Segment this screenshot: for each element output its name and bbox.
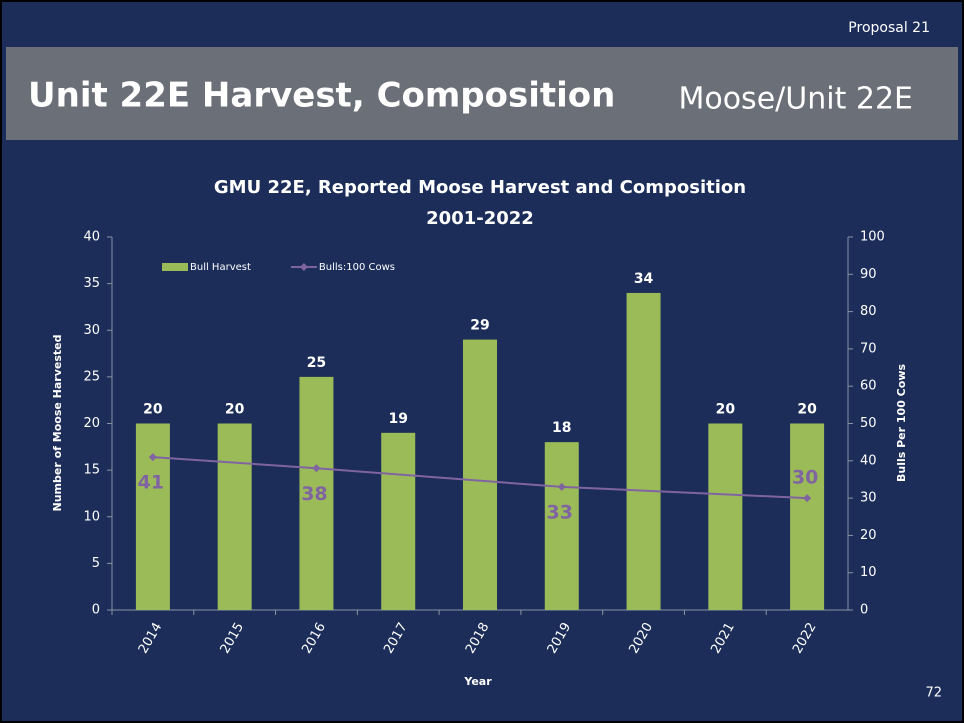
y2-tick-label: 20 [860,528,877,543]
bar-label: 19 [388,411,407,427]
y-tick-label: 15 [83,463,100,478]
y2-tick-label: 40 [860,453,877,468]
y-tick-label: 10 [83,509,100,524]
x-axis-title: Year [463,675,492,688]
legend-marker [299,263,308,271]
y-tick-label: 30 [83,323,100,338]
line-label: 41 [138,472,164,494]
y2-tick-label: 80 [860,304,877,319]
bar-label: 20 [143,402,163,418]
line-marker [557,482,566,491]
line-marker [148,453,157,462]
y-axis-title: Number of Moose Harvested [51,335,64,512]
line-label: 38 [301,483,327,505]
bar [626,292,661,610]
y-tick-label: 35 [83,276,100,291]
y-tick-label: 25 [83,369,100,384]
y-tick-label: 0 [92,603,100,618]
bar [708,423,743,610]
y2-tick-label: 50 [860,416,877,431]
legend-label: Bull Harvest [190,262,251,273]
y2-tick-label: 70 [860,341,877,356]
line-label: 33 [547,501,573,523]
legend-label: Bulls:100 Cows [319,262,395,273]
line-label: 30 [792,467,818,489]
y2-tick-label: 30 [860,491,877,506]
page-number: 72 [925,686,942,701]
bar-label: 29 [470,318,489,334]
bar-label: 20 [225,402,245,418]
bar [299,376,334,610]
bar [217,423,252,610]
bar-label: 20 [716,402,736,418]
y2-tick-label: 10 [860,565,877,580]
header: Proposal 21 [848,20,930,36]
bar-label: 18 [552,420,571,436]
bar-label: 20 [797,402,817,418]
y-tick-label: 5 [92,556,100,571]
bar-label: 25 [307,355,326,371]
y-tick-label: 20 [83,416,100,431]
bar [790,423,825,610]
bar [544,442,579,610]
chart-title: GMU 22E, Reported Moose Harvest and Comp… [214,177,746,198]
y-tick-label: 40 [83,230,100,245]
chart-subtitle: 2001-2022 [426,208,534,229]
title-bar [6,47,958,140]
legend-swatch [162,263,188,271]
bar-label: 34 [634,271,654,287]
line-segment [316,467,562,488]
y2-tick-label: 100 [860,230,885,245]
slide-title: Unit 22E Harvest, Composition [28,76,615,116]
y2-tick-label: 60 [860,379,877,394]
bar [463,339,497,610]
y2-tick-label: 0 [860,603,868,618]
bar [381,432,416,610]
y2-axis-title: Bulls Per 100 Cows [895,364,908,482]
line-marker [312,464,321,473]
y2-tick-label: 90 [860,267,877,282]
line-marker [803,494,812,503]
line-segment [561,485,808,500]
bar [135,423,170,610]
line-segment [152,456,317,470]
slide-subtitle: Moose/Unit 22E [678,82,913,117]
